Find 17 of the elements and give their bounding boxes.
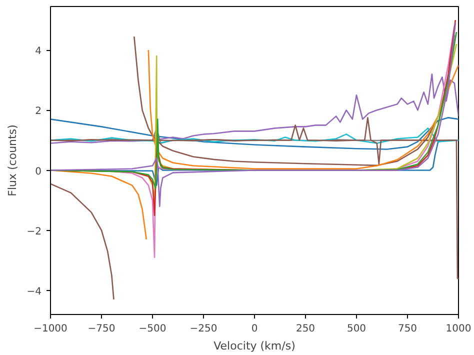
x-tick-label: 750: [398, 324, 418, 334]
x-tick-label: −500: [138, 324, 166, 334]
x-tick-label: 1000: [446, 324, 472, 334]
x-axis-title: Velocity (km/s): [214, 340, 296, 352]
y-tick-label: −4: [26, 286, 42, 298]
x-tick-label: −750: [88, 324, 116, 334]
y-axis-title: Flux (counts): [6, 124, 19, 196]
x-tick-label: −250: [190, 324, 218, 334]
x-tick-label: 500: [346, 324, 366, 334]
x-tick-label: 250: [296, 324, 316, 334]
x-tick-label: −1000: [34, 324, 68, 334]
x-tick-label: 0: [251, 324, 258, 334]
y-tick-label: 4: [35, 46, 42, 58]
y-tick-label: 0: [35, 166, 42, 178]
line-series: [50, 117, 458, 150]
y-tick-label: −2: [26, 226, 42, 238]
y-tick-label: 2: [35, 106, 42, 118]
